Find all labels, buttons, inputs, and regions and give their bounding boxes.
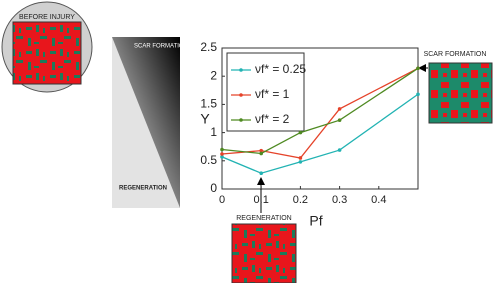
point [298, 160, 303, 164]
y-tick-label: 2.5 [200, 40, 217, 54]
legend-marker [239, 93, 243, 97]
point [220, 155, 224, 159]
scar-triangle [112, 37, 180, 208]
point [220, 147, 224, 152]
point [259, 151, 264, 156]
y-tick-label: 0 [210, 181, 217, 195]
point [337, 107, 342, 111]
y-label: Υ [200, 111, 210, 127]
before-image [12, 21, 82, 85]
x-tick-label: 0 [219, 194, 225, 206]
x-tick-label: 0.3 [332, 194, 347, 206]
y-tick-label: 1 [210, 125, 217, 139]
regen-image-label: REGENERATION [236, 215, 292, 222]
point [298, 130, 303, 135]
legend [226, 52, 305, 132]
point [259, 148, 264, 153]
legend-label: νf* = 0.25 [255, 62, 306, 76]
x-label: Pf [309, 213, 322, 229]
x-tick-label: 0.2 [293, 194, 308, 206]
point [298, 156, 303, 160]
y-tick-label: 2 [210, 68, 217, 82]
scar-label-1: SCAR FORMATION [134, 44, 188, 50]
legend-marker [239, 118, 243, 122]
point [220, 152, 224, 156]
legend-label: νf* = 1 [255, 87, 290, 101]
x-tick-label: 0.1 [254, 194, 269, 206]
scar-image-label: SCAR FORMATION [424, 51, 487, 58]
point [416, 66, 420, 71]
point [337, 118, 342, 122]
regen-image [231, 223, 297, 283]
x-tick-label: 0.4 [371, 194, 386, 206]
plot-box [221, 47, 419, 190]
scar-image [428, 62, 493, 124]
point [259, 171, 264, 176]
y-tick-label: 0.5 [200, 153, 217, 167]
point [337, 148, 342, 152]
before-label: BEFORE INJURY [19, 14, 75, 21]
y-tick-label: 1.5 [200, 97, 217, 111]
regen-label: REGENERATION [119, 186, 167, 192]
legend-label: νf* = 2 [255, 112, 290, 126]
legend-marker [239, 68, 243, 72]
point [416, 92, 420, 97]
